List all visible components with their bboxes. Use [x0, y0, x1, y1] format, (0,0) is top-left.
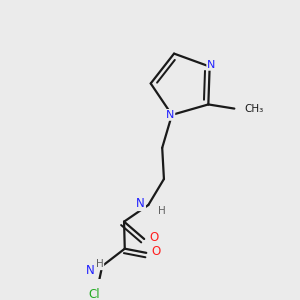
Text: N: N: [166, 110, 174, 120]
Text: O: O: [149, 231, 158, 244]
Text: H: H: [158, 206, 165, 216]
Text: H: H: [96, 259, 103, 269]
Text: N: N: [86, 264, 94, 277]
Text: N: N: [136, 197, 145, 210]
Text: CH₃: CH₃: [245, 103, 264, 114]
Text: N: N: [207, 60, 216, 70]
Text: Cl: Cl: [89, 288, 100, 300]
Text: O: O: [151, 244, 160, 258]
